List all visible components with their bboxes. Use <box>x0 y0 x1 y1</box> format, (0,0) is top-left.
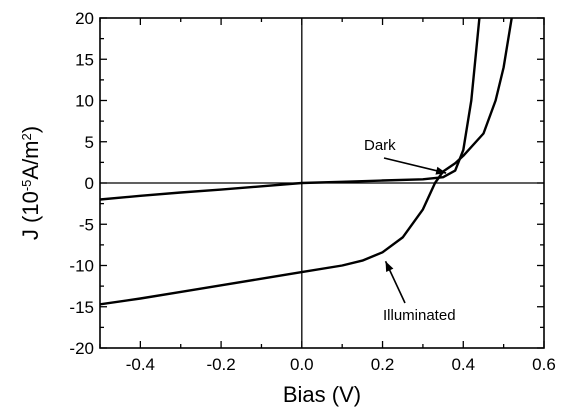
y-tick-label: -5 <box>79 215 94 234</box>
arrow-dark-shaft <box>383 157 447 174</box>
x-tick-label: 0.4 <box>451 355 475 374</box>
y-axis-label-unit-exp: 2 <box>19 133 34 140</box>
series-line-dark <box>100 18 481 201</box>
y-tick-label: -15 <box>69 298 94 317</box>
x-tick-label: -0.2 <box>206 355 235 374</box>
y-axis-label-close: ) <box>18 126 43 133</box>
y-tick-label: 10 <box>75 92 94 111</box>
plot-area: -0.4 -0.2 0.0 0.2 0.4 0.6 -20 -15 -10 -5 0 5 10 15 20 <box>69 9 555 374</box>
x-tick-label: 0.6 <box>532 355 556 374</box>
y-axis-label: J (10-5A/m2) <box>18 126 43 240</box>
y-tick-label: 20 <box>75 9 94 28</box>
arrow-illuminated-head <box>385 261 394 273</box>
x-tick-label: -0.4 <box>126 355 155 374</box>
y-tick-label: 15 <box>75 50 94 69</box>
y-axis-label-unit: A/m <box>18 140 43 179</box>
x-axis-label: Bias (V) <box>283 382 361 407</box>
y-axis-label-exp: -5 <box>19 180 34 192</box>
y-tick-label: -20 <box>69 339 94 358</box>
y-tick-label: 5 <box>85 133 94 152</box>
y-axis-label-main: J (10 <box>18 191 43 240</box>
x-tick-label: 0.0 <box>290 355 314 374</box>
y-tick-label: -10 <box>69 257 94 276</box>
annotation-dark: Dark <box>364 137 396 154</box>
series-line-illuminated <box>100 18 513 306</box>
y-tick-label: 0 <box>85 174 94 193</box>
annotation-illuminated: Illuminated <box>383 307 456 324</box>
arrow-dark-head <box>435 166 447 175</box>
x-tick-label: 0.2 <box>371 355 395 374</box>
